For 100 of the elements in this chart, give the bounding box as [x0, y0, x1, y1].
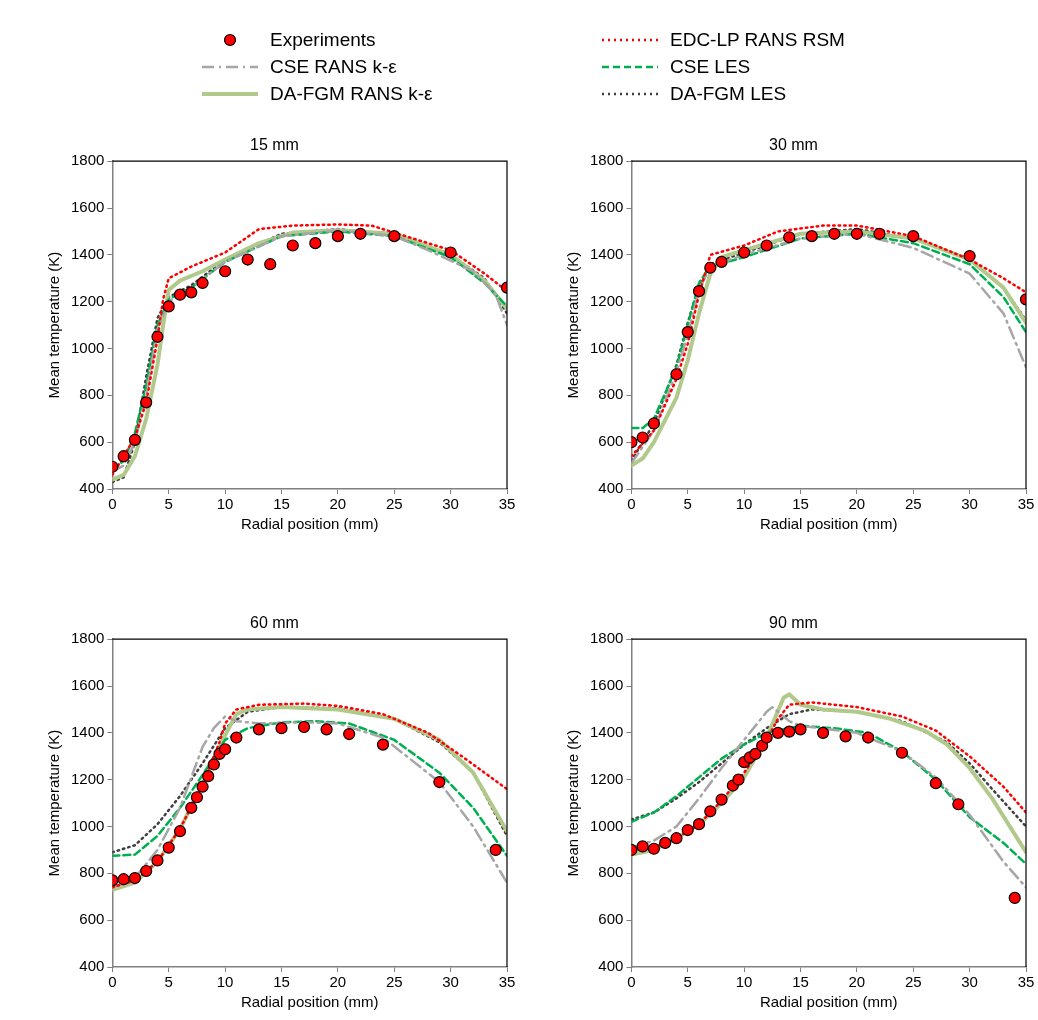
x-tick-label: 35 [498, 973, 516, 991]
legend-label: CSE RANS k-ε [270, 55, 397, 78]
point [128, 433, 142, 446]
point [207, 758, 220, 771]
point [185, 801, 198, 814]
point [873, 227, 886, 240]
x-tick-label: 15 [792, 973, 809, 991]
point [963, 249, 976, 263]
point [388, 230, 401, 243]
point [162, 300, 175, 313]
point [715, 793, 728, 806]
point [760, 731, 773, 744]
point [704, 805, 717, 818]
point [117, 873, 130, 886]
x-tick-label: 10 [735, 495, 753, 513]
y-tick-label: 1000 [70, 816, 105, 834]
x-tick-label: 25 [904, 495, 922, 513]
x-tick-label: 35 [498, 495, 516, 513]
point [794, 723, 807, 736]
x-tick-label: 25 [385, 495, 403, 513]
point [647, 417, 661, 430]
point [219, 743, 232, 756]
x-tick-label: 5 [683, 973, 692, 991]
chart-title: 60 mm [250, 614, 299, 632]
y-tick-label: 1400 [70, 245, 105, 262]
y-tick-label: 1000 [70, 338, 105, 356]
x-tick-label: 30 [961, 973, 978, 991]
x-tick-label: 10 [735, 973, 753, 991]
y-tick-label: 800 [79, 863, 105, 881]
point [670, 368, 683, 381]
point [140, 864, 153, 878]
point [895, 746, 909, 759]
x-tick-label: 0 [627, 495, 636, 513]
x-tick-label: 15 [273, 973, 290, 991]
point [162, 841, 175, 854]
point [862, 731, 875, 744]
x-tick-label: 30 [442, 973, 459, 991]
x-axis-title: Radial position (mm) [759, 515, 898, 533]
point [636, 840, 649, 853]
legend-label: DA-FGM LES [670, 82, 787, 105]
y-tick-label: 1200 [70, 291, 105, 309]
x-tick-label: 20 [329, 495, 347, 513]
y-tick-label: 1800 [70, 629, 105, 647]
point [252, 723, 266, 736]
point [636, 431, 649, 444]
point [354, 227, 367, 240]
point [1008, 891, 1021, 905]
y-tick-label: 400 [79, 479, 105, 497]
y-tick-label: 1800 [589, 151, 624, 169]
x-axis-title: Radial position (mm) [240, 515, 379, 533]
point [151, 854, 164, 867]
point [783, 231, 796, 244]
x-tick-label: 5 [164, 495, 173, 513]
point [376, 738, 390, 751]
point [117, 450, 130, 463]
point [749, 747, 762, 761]
y-axis-title: Mean temperature (K) [45, 729, 63, 877]
point [309, 237, 322, 250]
line-series [631, 724, 1026, 866]
point [489, 843, 502, 857]
y-tick-label: 600 [79, 910, 105, 928]
point [196, 276, 209, 290]
point [320, 723, 333, 736]
point [241, 253, 254, 266]
x-tick-label: 15 [273, 495, 290, 513]
point [659, 836, 672, 849]
point [952, 798, 965, 811]
y-tick-label: 1600 [70, 676, 105, 694]
point [738, 246, 751, 259]
point [202, 770, 215, 783]
point [297, 720, 311, 734]
x-tick-label: 25 [904, 973, 922, 991]
point [264, 258, 277, 271]
y-tick-label: 1400 [589, 723, 624, 740]
point [681, 326, 694, 339]
point [140, 396, 153, 409]
x-tick-label: 35 [1017, 973, 1035, 991]
y-tick-label: 600 [598, 910, 624, 928]
point [185, 286, 198, 299]
y-tick-label: 1200 [589, 769, 624, 787]
y-tick-label: 600 [79, 432, 105, 450]
point [343, 727, 356, 741]
x-tick-label: 5 [164, 973, 173, 991]
point [196, 780, 209, 793]
point [444, 246, 457, 259]
y-tick-label: 1600 [589, 676, 624, 694]
x-tick-label: 20 [329, 973, 347, 991]
point [670, 832, 683, 845]
x-axis-title: Radial position (mm) [240, 993, 379, 1011]
x-tick-label: 35 [1017, 495, 1035, 513]
y-tick-label: 1400 [70, 723, 105, 740]
y-tick-label: 1000 [589, 338, 624, 356]
y-axis-title: Mean temperature (K) [564, 251, 582, 399]
point [783, 725, 796, 738]
x-tick-label: 0 [108, 973, 117, 991]
point [907, 230, 920, 243]
y-tick-label: 1800 [70, 151, 105, 169]
y-tick-label: 1600 [589, 198, 624, 216]
y-tick-label: 1000 [589, 816, 624, 834]
x-tick-label: 0 [627, 973, 636, 991]
